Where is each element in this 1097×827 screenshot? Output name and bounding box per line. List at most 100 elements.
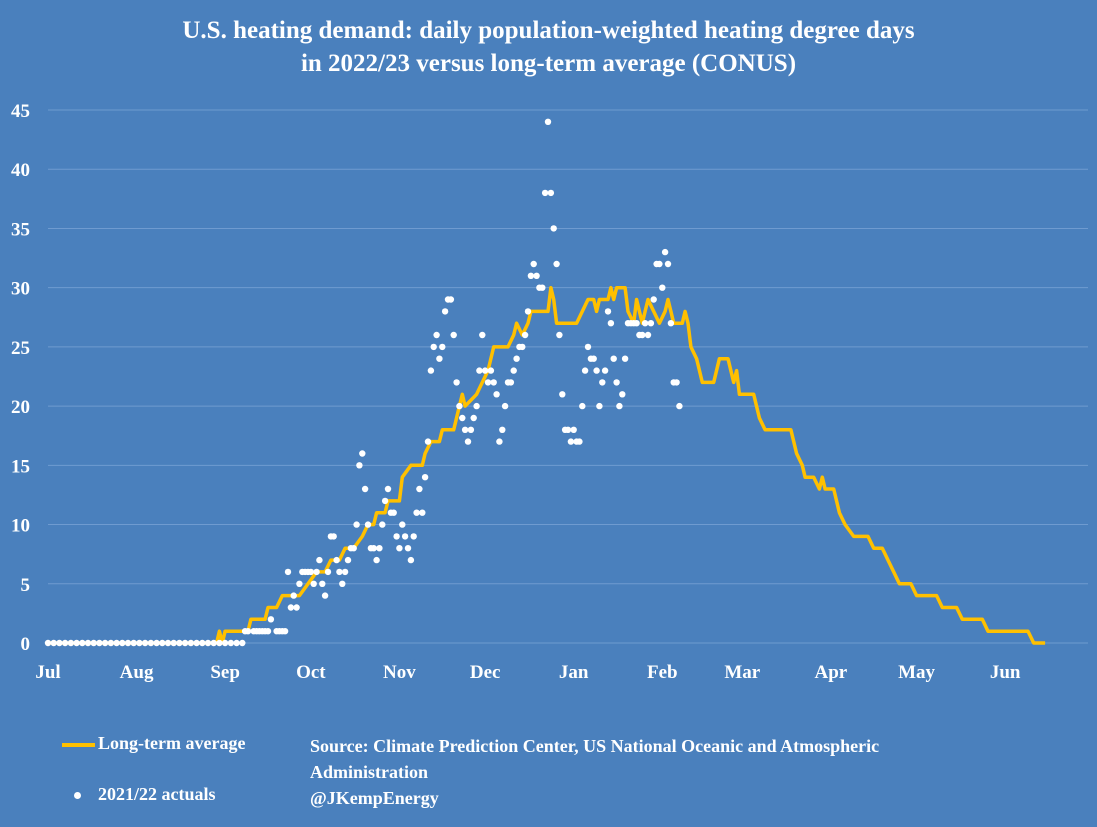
actual-point — [421, 474, 429, 481]
actual-point — [433, 331, 440, 339]
actual-point — [384, 485, 392, 493]
actuals-series — [44, 118, 683, 647]
actual-point — [193, 639, 200, 647]
actual-point — [556, 331, 563, 339]
actual-point — [356, 462, 363, 469]
actual-point — [479, 331, 486, 339]
actual-point — [604, 308, 612, 315]
x-tick-label-apr: Apr — [814, 662, 847, 683]
actual-point — [407, 556, 415, 564]
x-axis-ticks: Jul Aug Sep Oct Nov Dec Jan Feb Mar Apr May Jun — [35, 662, 1021, 683]
actual-point — [96, 639, 103, 647]
actual-point — [641, 320, 649, 327]
actual-point — [396, 545, 403, 552]
actual-point — [284, 568, 292, 576]
actual-point — [204, 639, 212, 647]
actual-point — [447, 296, 455, 303]
gridlines — [48, 109, 1088, 644]
actual-point — [244, 628, 252, 635]
actual-point — [487, 367, 495, 374]
actual-point — [553, 260, 560, 268]
actual-point — [416, 485, 423, 493]
actual-point — [221, 639, 229, 647]
actual-point — [507, 379, 515, 386]
actual-point — [50, 639, 57, 647]
actual-point — [541, 189, 549, 197]
actual-point — [170, 639, 177, 647]
actual-point — [227, 639, 235, 647]
y-axis-ticks: 0 5 10 15 20 25 30 35 40 45 — [11, 101, 30, 655]
actual-point — [361, 485, 369, 493]
actual-point — [607, 320, 615, 327]
actual-point — [164, 639, 172, 647]
actual-point — [570, 426, 577, 433]
actual-point — [316, 556, 323, 564]
actual-point — [467, 426, 475, 433]
actual-point — [141, 639, 149, 647]
actual-point — [493, 391, 500, 398]
actual-point — [333, 556, 340, 564]
actual-point — [453, 379, 460, 386]
actual-point — [324, 568, 332, 576]
actual-point — [393, 533, 400, 540]
actual-point — [616, 402, 623, 410]
actual-point — [656, 260, 663, 268]
actual-point — [427, 367, 435, 374]
actual-point — [419, 509, 426, 516]
legend-actuals-swatch — [74, 792, 81, 799]
actual-point — [510, 367, 517, 374]
actual-point — [233, 639, 240, 647]
actual-point — [176, 639, 183, 647]
actual-point — [579, 402, 586, 410]
actual-point — [370, 545, 377, 552]
actual-point — [410, 533, 417, 540]
actual-point — [436, 355, 443, 362]
actual-point — [667, 320, 675, 327]
actual-point — [153, 639, 160, 647]
actual-point — [307, 568, 315, 576]
x-tick-label-nov: Nov — [383, 662, 416, 683]
actual-point — [216, 639, 223, 647]
actual-point — [610, 355, 617, 362]
actual-point — [330, 533, 337, 540]
actual-point — [521, 331, 529, 339]
actual-point — [501, 402, 509, 410]
actual-point — [619, 391, 626, 398]
x-tick-label-mar: Mar — [724, 662, 760, 683]
y-tick-label: 20 — [11, 397, 30, 418]
actual-point — [267, 616, 275, 623]
actual-point — [673, 379, 680, 386]
actual-point — [464, 438, 472, 445]
actual-point — [496, 438, 503, 445]
actual-point — [90, 639, 97, 647]
y-tick-label: 10 — [11, 516, 30, 537]
actual-point — [181, 639, 189, 647]
actual-point — [319, 580, 326, 587]
actual-point — [56, 639, 63, 647]
actual-point — [44, 639, 52, 647]
actual-point — [376, 545, 383, 552]
x-tick-label-jul: Jul — [35, 662, 60, 683]
actual-point — [424, 438, 432, 445]
actual-point — [659, 284, 666, 291]
long-term-average-line — [48, 285, 1046, 645]
actual-point — [290, 592, 297, 599]
long-term-average-series — [48, 285, 1046, 645]
actual-point — [364, 521, 372, 528]
actual-point — [601, 367, 609, 374]
source-line-1: Source: Climate Prediction Center, US Na… — [310, 736, 880, 756]
actual-point — [101, 639, 109, 647]
author-handle: @JKempEnergy — [310, 788, 439, 808]
y-tick-label: 35 — [11, 219, 30, 240]
legend-actuals-label: 2021/22 actuals — [98, 784, 216, 804]
actual-point — [404, 545, 412, 552]
actual-point — [519, 343, 526, 351]
actual-point — [473, 402, 480, 410]
actual-point — [147, 639, 155, 647]
actual-point — [321, 592, 329, 599]
actual-point — [353, 521, 360, 528]
actual-point — [239, 639, 246, 647]
y-tick-label: 45 — [11, 101, 30, 122]
